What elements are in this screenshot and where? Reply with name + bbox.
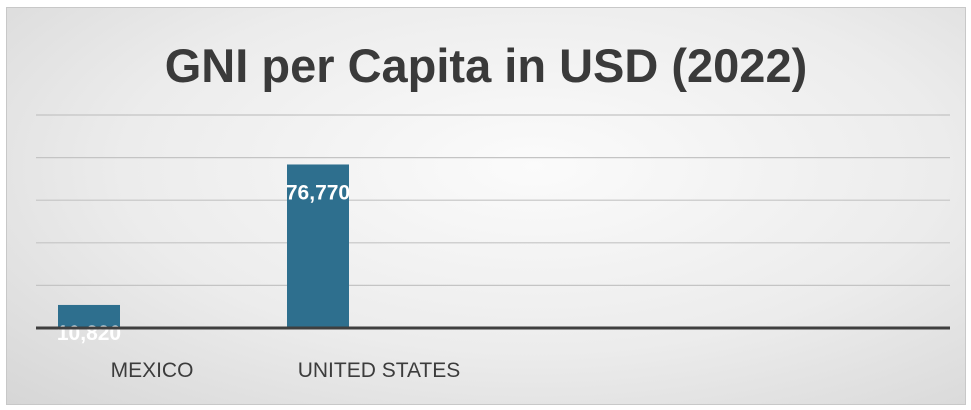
category-label: MEXICO [111, 359, 194, 382]
data-label: 10,820 [57, 322, 121, 345]
bar-united-states [287, 164, 349, 328]
chart-frame: GNI per Capita in USD (2022) [6, 7, 966, 405]
bar-mexico [58, 304, 120, 328]
chart-title: GNI per Capita in USD (2022) [164, 39, 808, 92]
category-label: UNITED STATES [298, 359, 461, 382]
data-label: 76,770 [286, 181, 350, 204]
